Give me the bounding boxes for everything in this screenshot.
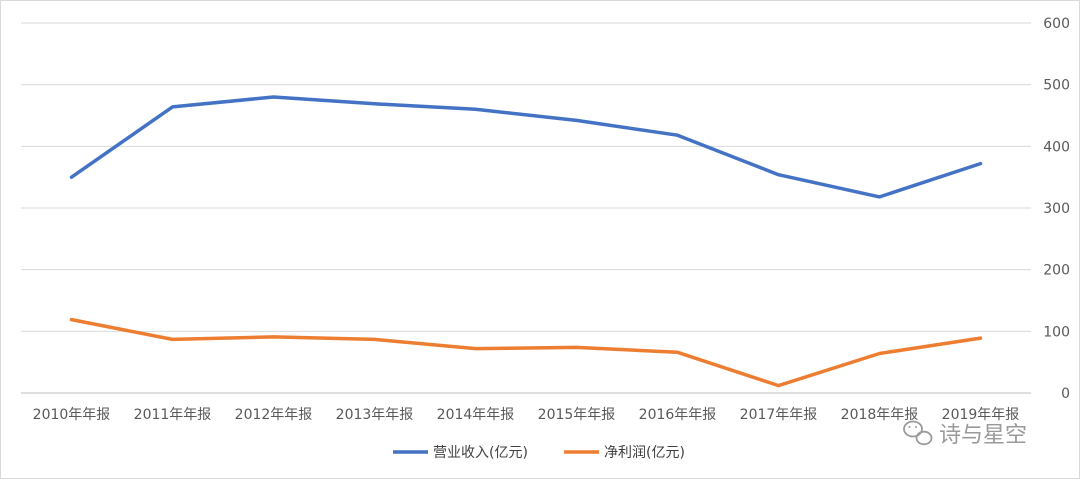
y-tick-label: 600 [1043,16,1070,32]
data-point [272,335,275,339]
data-point [777,173,780,177]
data-point [676,133,679,137]
data-point [878,195,881,199]
y-tick-label: 100 [1043,324,1070,340]
data-point [171,337,174,341]
x-tick-label: 2012年年报 [235,407,313,423]
x-tick-label: 2017年年报 [740,407,818,423]
x-tick-label: 2013年年报 [336,407,414,423]
gridlines [21,22,1031,394]
data-point [373,337,376,341]
data-point [878,352,881,356]
x-tick-label: 2016年年报 [639,407,717,423]
data-point [979,162,982,166]
data-point [676,350,679,354]
data-point [171,105,174,109]
y-tick-label: 400 [1043,139,1070,155]
wechat-icon [903,420,933,446]
data-point [70,175,73,179]
x-tick-label: 2015年年报 [538,407,616,423]
watermark: 诗与星空 [903,420,1027,448]
legend-label: 净利润(亿元) [604,445,685,461]
series-lines [69,95,983,388]
data-point [272,95,275,99]
data-point [474,107,477,111]
legend: 营业收入(亿元) 净利润(亿元) [393,445,685,461]
data-point [979,336,982,340]
data-point [575,345,578,349]
data-point [474,347,477,351]
x-tick-label: 2014年年报 [437,407,515,423]
x-tick-label: 2019年年报 [942,407,1020,423]
watermark-text: 诗与星空 [939,423,1027,448]
data-point [575,118,578,122]
series-line [69,317,983,388]
y-tick-label: 300 [1043,201,1070,217]
data-point [777,384,780,388]
legend-label: 营业收入(亿元) [433,445,528,461]
series-line [69,95,983,199]
y-tick-label: 200 [1043,263,1070,279]
x-tick-label: 2010年年报 [33,407,111,423]
x-axis-ticks: 2010年年报 2011年年报 2012年年报 2013年年报 2014年年报 2015年… [33,407,1020,423]
x-tick-label: 2011年年报 [134,407,212,423]
y-tick-label: 500 [1043,78,1070,94]
x-tick-label: 2018年年报 [841,407,919,423]
y-tick-label: 0 [1061,386,1070,402]
y-axis-ticks: 0 100 200 300 400 500 600 [1043,16,1070,402]
data-point [70,318,73,322]
data-point [373,102,376,106]
